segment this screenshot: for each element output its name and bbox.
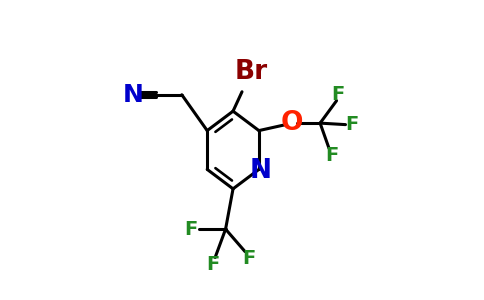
Text: O: O [281, 110, 303, 136]
Text: F: F [346, 115, 359, 134]
Text: N: N [123, 83, 144, 107]
Text: F: F [206, 255, 219, 274]
Text: F: F [325, 146, 339, 165]
Text: F: F [184, 220, 198, 238]
Text: F: F [332, 85, 345, 104]
Text: N: N [249, 158, 272, 184]
Text: F: F [242, 249, 255, 268]
Text: Br: Br [234, 59, 268, 86]
